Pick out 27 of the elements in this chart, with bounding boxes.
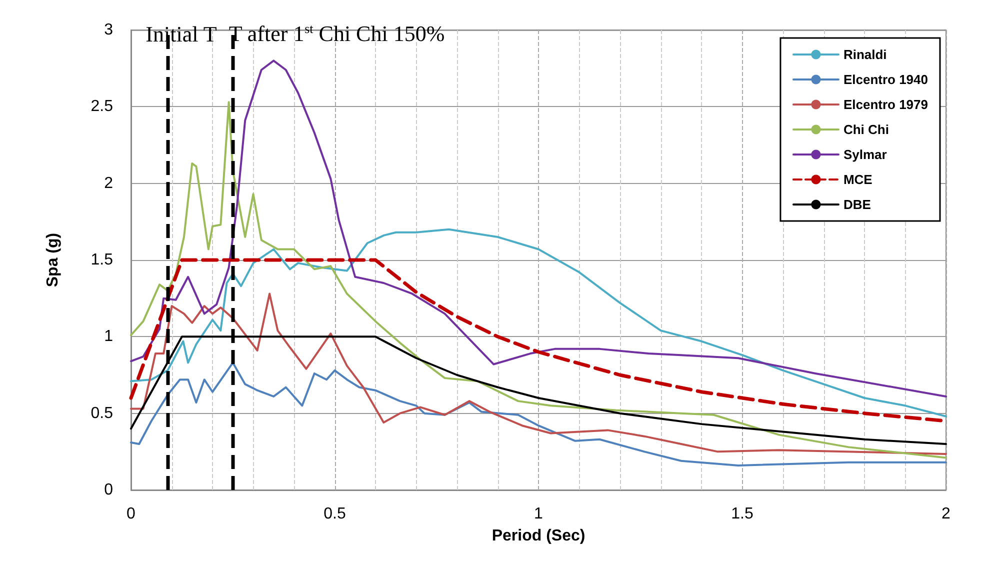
ref-line-label: Initial T	[146, 22, 218, 46]
line-series	[130, 362, 947, 466]
x-tick-label: 2	[942, 506, 951, 522]
y-tick-label: 2	[104, 174, 114, 192]
y-tick-label: 1	[104, 328, 114, 346]
legend-label: Rinaldi	[843, 47, 887, 62]
y-tick-label: 3	[104, 22, 114, 38]
legend-label: Elcentro 1940	[843, 72, 928, 87]
y-tick-label: 0	[104, 482, 114, 498]
legend-label: DBE	[843, 197, 872, 212]
line-series	[130, 101, 947, 459]
legend-label: Elcentro 1979	[843, 97, 928, 112]
y-tick-label: 1.5	[90, 252, 114, 268]
x-tick-label: 1.5	[731, 506, 754, 522]
legend-label: Sylmar	[843, 147, 887, 162]
y-axis-title: Spa (g)	[44, 232, 62, 288]
line-series	[130, 228, 947, 418]
line-series	[130, 60, 947, 398]
line-series	[130, 292, 947, 455]
legend-label: MCE	[843, 172, 873, 187]
legend-label: Chi Chi	[843, 122, 889, 137]
x-axis-title: Period (Sec)	[492, 528, 586, 544]
y-tick-label: 0.5	[90, 404, 114, 422]
y-tick-label: 2.5	[90, 98, 114, 116]
x-tick-label: 1	[534, 506, 544, 522]
x-tick-label: 0.5	[324, 506, 346, 522]
x-tick-label: 0	[126, 506, 136, 522]
